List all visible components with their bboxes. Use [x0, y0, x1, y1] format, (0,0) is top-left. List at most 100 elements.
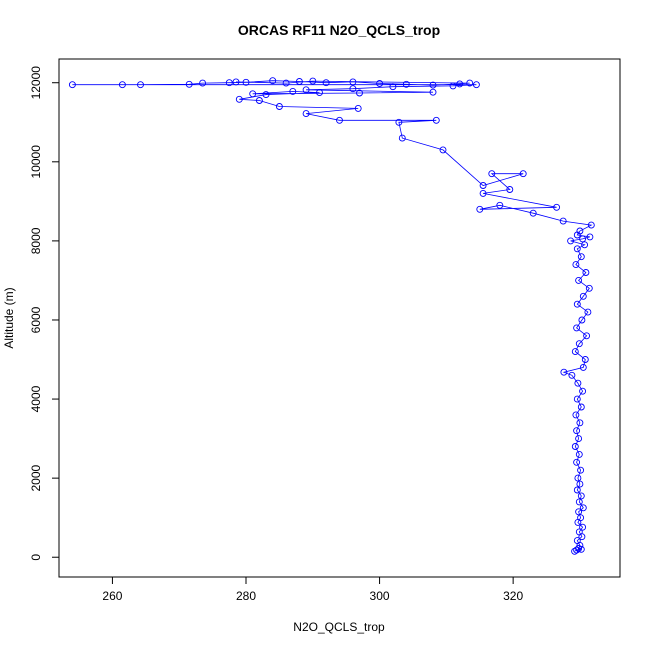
data-point	[583, 332, 591, 340]
data-point	[496, 201, 504, 209]
data-point	[68, 81, 76, 89]
data-point	[582, 269, 590, 276]
data-point	[575, 498, 583, 506]
data-point	[577, 545, 585, 553]
data-point	[574, 379, 582, 387]
data-point	[456, 80, 464, 88]
chart-title: ORCAS RF11 N2O_QCLS_trop	[238, 22, 440, 38]
data-point	[185, 80, 193, 88]
data-point	[262, 91, 270, 99]
data-point	[354, 104, 362, 112]
data-point	[302, 110, 310, 118]
y-tick-label: 8000	[29, 227, 43, 254]
data-point	[587, 221, 595, 229]
data-point	[309, 77, 317, 85]
data-point	[472, 81, 480, 89]
data-point	[275, 103, 283, 110]
data-point	[235, 95, 243, 103]
data-point	[578, 316, 586, 324]
data-point	[579, 363, 587, 371]
data-point	[577, 403, 585, 411]
data-point	[316, 89, 323, 97]
data-point	[255, 97, 263, 104]
data-point	[466, 79, 474, 87]
data-point	[576, 419, 584, 427]
plot-frame	[58, 58, 621, 578]
data-point	[398, 134, 406, 142]
data-point	[579, 387, 587, 395]
x-tick-label: 300	[370, 589, 390, 603]
data-point	[476, 205, 484, 213]
data-point	[573, 324, 581, 332]
data-point	[289, 87, 297, 95]
y-tick-label: 6000	[29, 306, 43, 333]
data-point	[573, 537, 581, 545]
data-point	[567, 237, 575, 245]
data-point	[575, 450, 583, 458]
y-axis: 0 2000 4000 6000 8000 10000 12000	[29, 66, 59, 561]
data-point	[584, 308, 592, 316]
data-point	[571, 443, 579, 450]
data-point	[432, 116, 440, 124]
data-point	[137, 81, 144, 89]
data-point	[322, 79, 330, 87]
data-point	[581, 356, 589, 363]
data-point	[553, 203, 561, 211]
x-axis-label: N2O_QCLS_trop	[293, 620, 385, 634]
data-point	[232, 78, 240, 86]
data-point	[429, 88, 437, 96]
data-point	[479, 189, 487, 197]
data-point	[573, 458, 581, 466]
data-point	[568, 371, 576, 379]
data-point	[575, 528, 583, 536]
data-point	[573, 300, 581, 308]
data-point	[573, 245, 581, 253]
data-point	[199, 79, 207, 87]
data-point	[349, 78, 357, 86]
data-point	[249, 90, 257, 98]
data-point	[506, 186, 514, 193]
data-point	[449, 82, 457, 90]
data-point	[575, 545, 583, 552]
data-point	[575, 508, 583, 516]
data-point	[573, 395, 581, 403]
data-point	[402, 80, 410, 88]
data-point	[295, 78, 303, 85]
data-point	[302, 86, 310, 94]
data-point	[349, 85, 357, 93]
data-point	[269, 77, 277, 85]
data-point	[559, 217, 567, 225]
data-point	[585, 284, 593, 292]
series-layer	[68, 77, 595, 555]
data-point	[575, 276, 583, 284]
data-point	[282, 79, 290, 87]
data-point	[572, 411, 580, 419]
y-axis-label: Altitude (m)	[2, 287, 16, 348]
x-axis: 260 280 300 320	[102, 577, 523, 603]
data-point	[579, 235, 587, 243]
data-point	[560, 368, 568, 376]
data-point	[581, 241, 589, 249]
y-tick-label: 0	[29, 554, 43, 561]
data-point	[575, 435, 583, 443]
data-point	[573, 427, 581, 435]
data-point	[488, 170, 496, 178]
x-tick-label: 320	[503, 589, 523, 603]
data-point	[529, 209, 537, 217]
data-point	[519, 170, 527, 178]
data-point	[479, 182, 487, 189]
data-point	[118, 81, 126, 89]
series-line	[72, 80, 593, 552]
data-point	[577, 492, 585, 500]
y-tick-label: 10000	[29, 145, 43, 179]
y-tick-label: 12000	[29, 66, 43, 100]
data-point	[439, 146, 447, 154]
data-point	[429, 81, 437, 89]
data-point	[576, 480, 584, 488]
data-point	[579, 292, 587, 300]
data-point	[576, 227, 584, 235]
data-point	[574, 474, 582, 482]
data-point	[577, 514, 585, 522]
data-point	[389, 83, 397, 91]
